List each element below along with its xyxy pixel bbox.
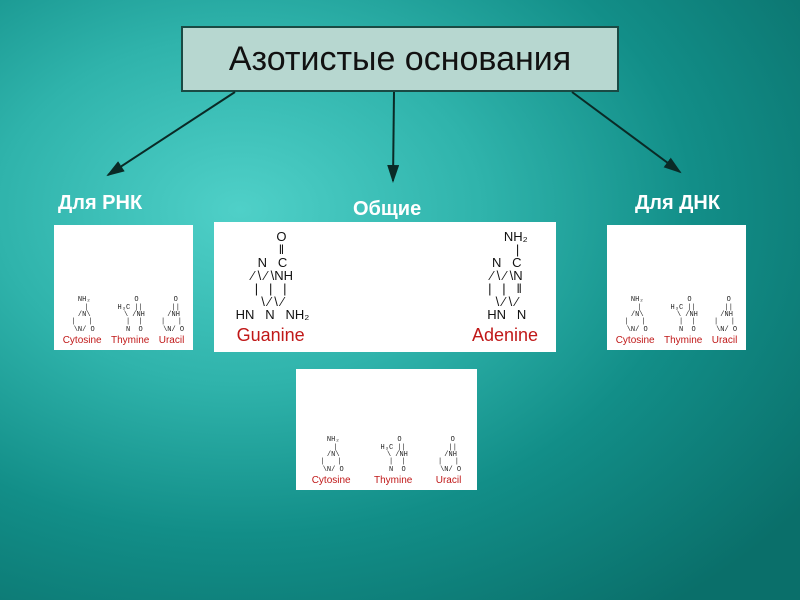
title-text: Азотистые основания	[229, 40, 571, 79]
structure-uracil-3: O || /NH | | \N/ O	[436, 437, 461, 474]
molecule-uracil-2: O || /NH | | \N/ O Uracil	[712, 297, 738, 346]
name-thymine: Thymine	[111, 335, 149, 346]
panel-dna: NH₂ | /N\ | | \N/ O Cytosine O H₃C || \ …	[607, 225, 746, 350]
molecule-guanine: O ‖ N C ⁄ \ ⁄ \NH | | | \ ⁄ \ ⁄ HN N NH₂…	[232, 230, 309, 346]
label-dna: Для ДНК	[635, 192, 720, 215]
name-cytosine: Cytosine	[63, 335, 102, 346]
molecule-cytosine-3: NH₂ | /N\ | | \N/ O Cytosine	[312, 437, 351, 486]
title-box: Азотистые основания	[181, 26, 619, 92]
name-uracil-2: Uracil	[712, 335, 738, 346]
structure-cytosine: NH₂ | /N\ | | \N/ O	[70, 297, 95, 334]
structure-uracil-2: O || /NH | | \N/ O	[712, 297, 737, 334]
structure-guanine: O ‖ N C ⁄ \ ⁄ \NH | | | \ ⁄ \ ⁄ HN N NH₂	[232, 230, 309, 321]
panel-rna: NH₂ | /N\ | | \N/ O Cytosine O H₃C || \ …	[54, 225, 193, 350]
structure-thymine-2: O H₃C || \ /NH | | N O	[668, 297, 697, 334]
structure-cytosine-2: NH₂ | /N\ | | \N/ O	[623, 297, 648, 334]
name-uracil: Uracil	[159, 335, 185, 346]
molecule-uracil-3: O || /NH | | \N/ O Uracil	[436, 437, 462, 486]
molecule-thymine-2: O H₃C || \ /NH | | N O Thymine	[664, 297, 702, 346]
molecule-uracil: O || /NH | | \N/ O Uracil	[159, 297, 185, 346]
molecule-cytosine: NH₂ | /N\ | | \N/ O Cytosine	[63, 297, 102, 346]
molecule-adenine: NH₂ | N C ⁄ \ ⁄ \N | | ‖ \ ⁄ \ ⁄ HN N Ad…	[472, 230, 538, 346]
label-common: Общие	[353, 198, 421, 221]
structure-adenine: NH₂ | N C ⁄ \ ⁄ \N | | ‖ \ ⁄ \ ⁄ HN N	[482, 230, 528, 321]
name-adenine: Adenine	[472, 325, 538, 346]
name-guanine: Guanine	[237, 325, 305, 346]
name-thymine-2: Thymine	[664, 335, 702, 346]
name-cytosine-2: Cytosine	[616, 335, 655, 346]
structure-uracil: O || /NH | | \N/ O	[159, 297, 184, 334]
molecule-cytosine-2: NH₂ | /N\ | | \N/ O Cytosine	[616, 297, 655, 346]
structure-thymine: O H₃C || \ /NH | | N O	[115, 297, 144, 334]
panel-bottom: NH₂ | /N\ | | \N/ O Cytosine O H₃C || \ …	[296, 369, 477, 490]
label-rna: Для РНК	[58, 192, 142, 215]
structure-cytosine-3: NH₂ | /N\ | | \N/ O	[319, 437, 344, 474]
molecule-thymine: O H₃C || \ /NH | | N O Thymine	[111, 297, 149, 346]
name-uracil-3: Uracil	[436, 475, 462, 486]
name-cytosine-3: Cytosine	[312, 475, 351, 486]
molecule-thymine-3: O H₃C || \ /NH | | N O Thymine	[374, 437, 412, 486]
structure-thymine-3: O H₃C || \ /NH | | N O	[378, 437, 407, 474]
panel-common: O ‖ N C ⁄ \ ⁄ \NH | | | \ ⁄ \ ⁄ HN N NH₂…	[214, 222, 556, 352]
name-thymine-3: Thymine	[374, 475, 412, 486]
